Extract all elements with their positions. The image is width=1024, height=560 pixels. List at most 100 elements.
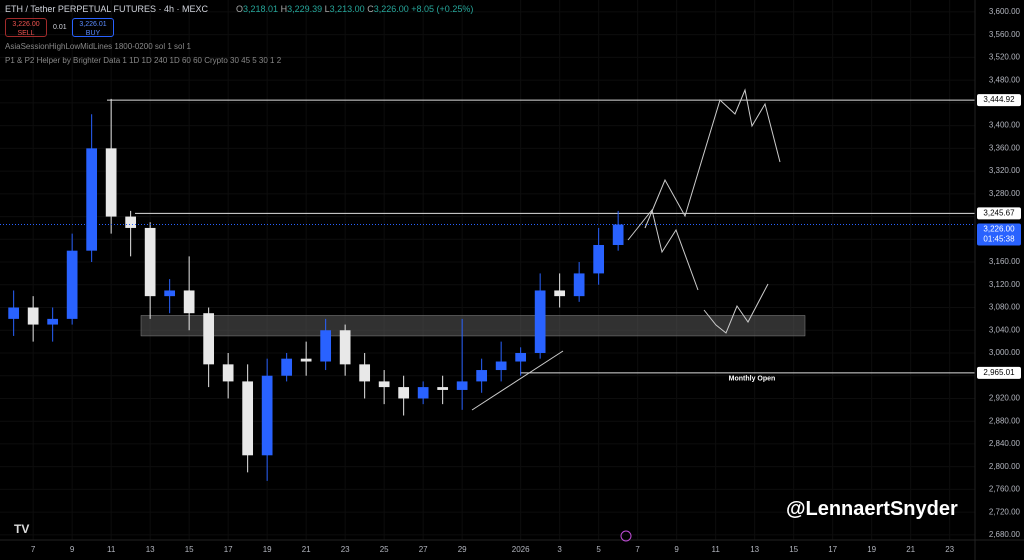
candle-body — [242, 381, 254, 456]
candle-body — [281, 358, 293, 376]
candle-body — [66, 250, 78, 319]
level-label: 2,965.01 — [983, 368, 1015, 377]
y-tick-label: 3,400.00 — [989, 121, 1021, 130]
projection-up — [644, 88, 781, 229]
x-tick-label: 9 — [70, 545, 75, 554]
x-tick-label: 3 — [557, 545, 562, 554]
candle-body — [47, 318, 59, 325]
x-tick-label: 27 — [419, 545, 428, 554]
o: 3,218.01 — [243, 4, 279, 14]
candle-body — [339, 330, 351, 365]
x-tick-label: 11 — [711, 545, 720, 554]
sell-price: 3,226.00 — [12, 21, 40, 28]
x-tick-label: 23 — [341, 545, 350, 554]
y-tick-label: 3,520.00 — [989, 53, 1021, 62]
indicator: P1 & P2 Helper by Brighter Data 1 1D 1D … — [5, 56, 282, 65]
tv-logo: TV — [14, 522, 29, 536]
candle-body — [183, 290, 195, 314]
h: 3,229.39 — [287, 4, 323, 14]
projection-down — [627, 208, 699, 291]
y-tick-label: 2,680.00 — [989, 530, 1021, 539]
zone — [140, 315, 806, 337]
buy-price: 3,226.01 — [79, 21, 107, 28]
candle-body — [164, 290, 176, 297]
ohlc: O3,218.01 H3,229.39 L3,213.00 C3,226.00 … — [236, 4, 473, 14]
y-tick-label: 3,120.00 — [989, 280, 1021, 289]
countdown: 01:45:38 — [983, 235, 1015, 244]
y-tick-label: 3,160.00 — [989, 257, 1021, 266]
y-tick-label: 2,840.00 — [989, 439, 1021, 448]
change: +8.05 (+0.25%) — [411, 4, 474, 14]
x-tick-label: 17 — [224, 545, 233, 554]
level-label: 3,444.92 — [983, 95, 1015, 104]
buy-button[interactable]: 3,226.01 BUY — [72, 18, 114, 37]
event-icon — [620, 530, 632, 542]
sell-button[interactable]: 3,226.00 SELL — [5, 18, 47, 37]
candle-body — [437, 387, 449, 390]
y-tick-label: 2,760.00 — [989, 485, 1021, 494]
x-tick-label: 13 — [750, 545, 759, 554]
y-tick-label: 3,080.00 — [989, 303, 1021, 312]
buy-label: BUY — [85, 30, 101, 37]
y-tick-label: 2,920.00 — [989, 394, 1021, 403]
candle-body — [203, 313, 215, 365]
x-tick-label: 25 — [380, 545, 389, 554]
y-tick-label: 3,560.00 — [989, 30, 1021, 39]
x-tick-label: 9 — [674, 545, 679, 554]
candle-body — [144, 227, 156, 297]
price-tag — [977, 223, 1021, 246]
y-tick-label: 2,800.00 — [989, 462, 1021, 471]
watermark: @LennaertSnyder — [786, 498, 958, 520]
x-tick-label: 2026 — [512, 545, 530, 554]
indicator: AsiaSessionHighLowMidLines 1800-0200 sol… — [5, 42, 191, 51]
candle-body — [27, 307, 39, 325]
candle-body — [534, 290, 546, 353]
y-tick-label: 3,280.00 — [989, 189, 1021, 198]
candle-body — [476, 370, 488, 382]
candle-body — [495, 361, 507, 371]
current-price-label: 3,226.00 — [983, 225, 1015, 234]
x-tick-label: 19 — [867, 545, 876, 554]
l-label: L — [324, 4, 330, 14]
level-label: 3,245.67 — [983, 208, 1015, 217]
h-label: H — [280, 4, 288, 14]
y-tick-label: 2,880.00 — [989, 416, 1021, 425]
o-label: O — [236, 4, 244, 14]
x-tick-label: 7 — [31, 545, 36, 554]
y-tick-label: 3,600.00 — [989, 7, 1021, 16]
candle-body — [320, 330, 332, 362]
x-tick-label: 17 — [828, 545, 837, 554]
y-tick-label: 3,360.00 — [989, 143, 1021, 152]
spread: 0.01 — [53, 24, 67, 31]
candle-body — [300, 358, 312, 362]
x-tick-label: 29 — [458, 545, 467, 554]
y-tick-label: 2,720.00 — [989, 507, 1021, 516]
y-tick-label: 3,040.00 — [989, 325, 1021, 334]
x-tick-label: 21 — [906, 545, 915, 554]
trendline — [471, 350, 564, 411]
c: 3,226.00 — [373, 4, 409, 14]
candle-body — [222, 364, 234, 382]
x-tick-label: 19 — [263, 545, 272, 554]
candle-body — [378, 381, 390, 388]
x-tick-label: 23 — [945, 545, 954, 554]
l: 3,213.00 — [329, 4, 365, 14]
y-tick-label: 3,000.00 — [989, 348, 1021, 357]
candle-body — [554, 290, 566, 297]
candle-body — [417, 387, 429, 399]
candle-body — [8, 307, 20, 319]
x-tick-label: 7 — [635, 545, 640, 554]
candle-body — [359, 364, 371, 382]
candle-body — [105, 148, 117, 217]
candle-body — [456, 381, 468, 390]
candle-body — [86, 148, 98, 251]
candle-body — [515, 352, 527, 362]
x-tick-label: 11 — [107, 545, 116, 554]
x-tick-label: 13 — [146, 545, 155, 554]
projection-range — [703, 283, 769, 334]
x-tick-label: 15 — [185, 545, 194, 554]
candle-body — [593, 244, 605, 274]
x-tick-label: 5 — [596, 545, 601, 554]
